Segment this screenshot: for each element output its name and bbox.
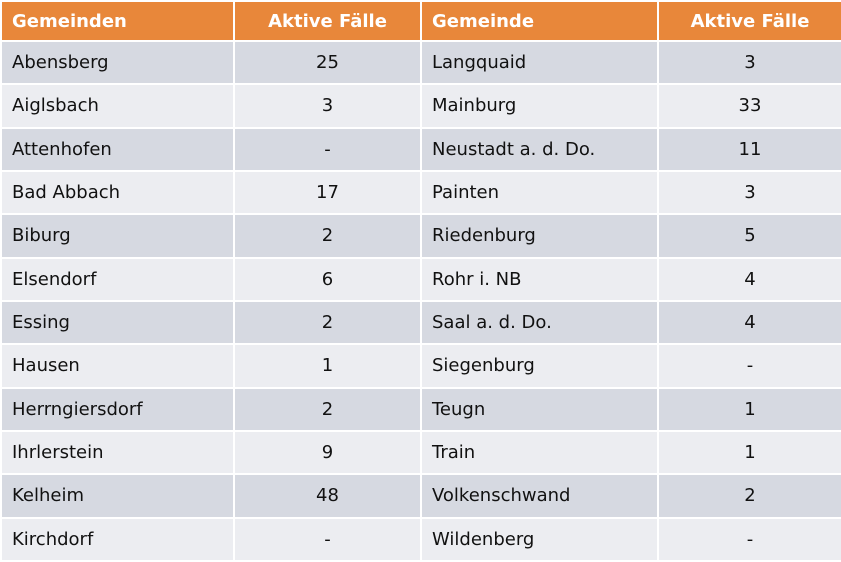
case-count: 25 <box>233 39 422 86</box>
municipality: Riedenburg <box>420 213 659 259</box>
case-count: 3 <box>657 39 841 86</box>
table-row: Attenhofen - Neustadt a. d. Do. 11 <box>0 126 841 172</box>
municipality: Abensberg <box>0 39 235 86</box>
case-count: 2 <box>657 473 841 519</box>
municipality: Train <box>420 429 659 476</box>
municipality: Hausen <box>0 343 235 389</box>
case-count: 1 <box>657 386 841 432</box>
case-count: - <box>657 516 841 562</box>
municipality: Essing <box>0 299 235 346</box>
case-count: 4 <box>657 256 841 302</box>
case-count: 6 <box>233 256 422 302</box>
header-cell: Gemeinden <box>0 0 235 42</box>
municipality: Mainburg <box>420 83 659 129</box>
table-row: Ihrlerstein 9 Train 1 <box>0 429 841 476</box>
table-row: Bad Abbach 17 Painten 3 <box>0 169 841 216</box>
table-row: Essing 2 Saal a. d. Do. 4 <box>0 299 841 346</box>
case-count: - <box>233 516 422 562</box>
municipality: Aiglsbach <box>0 83 235 129</box>
table-row: Aiglsbach 3 Mainburg 33 <box>0 83 841 129</box>
municipality: Ihrlerstein <box>0 429 235 476</box>
municipality: Siegenburg <box>420 343 659 389</box>
municipality: Kelheim <box>0 473 235 519</box>
municipality: Kirchdorf <box>0 516 235 562</box>
table-row: Abensberg 25 Langquaid 3 <box>0 39 841 86</box>
municipality: Attenhofen <box>0 126 235 172</box>
municipality: Neustadt a. d. Do. <box>420 126 659 172</box>
case-count: 17 <box>233 169 422 216</box>
municipality: Biburg <box>0 213 235 259</box>
case-count: 3 <box>233 83 422 129</box>
header-cell: Aktive Fälle <box>233 0 422 42</box>
municipality: Volkenschwand <box>420 473 659 519</box>
table-body: Abensberg 25 Langquaid 3 Aiglsbach 3 Mainburg 3… <box>0 39 841 562</box>
case-count: 48 <box>233 473 422 519</box>
case-count: 11 <box>657 126 841 172</box>
case-count: 1 <box>233 343 422 389</box>
municipality: Elsendorf <box>0 256 235 302</box>
municipality: Saal a. d. Do. <box>420 299 659 346</box>
table-row: Kirchdorf - Wildenberg - <box>0 516 841 562</box>
table-row: Biburg 2 Riedenburg 5 <box>0 213 841 259</box>
case-count: 5 <box>657 213 841 259</box>
table-header: Gemeinden Aktive Fälle Gemeinde Aktive Fäll… <box>0 0 841 42</box>
municipality: Herrngiersdorf <box>0 386 235 432</box>
case-count: - <box>233 126 422 172</box>
case-count: 1 <box>657 429 841 476</box>
header-row: Gemeinden Aktive Fälle Gemeinde Aktive Fäll… <box>0 0 841 42</box>
table-row: Herrngiersdorf 2 Teugn 1 <box>0 386 841 432</box>
municipality: Painten <box>420 169 659 216</box>
municipality: Teugn <box>420 386 659 432</box>
case-count: 33 <box>657 83 841 129</box>
header-cell: Aktive Fälle <box>657 0 841 42</box>
case-count: 9 <box>233 429 422 476</box>
case-count: 4 <box>657 299 841 346</box>
case-count: 2 <box>233 299 422 346</box>
table-row: Hausen 1 Siegenburg - <box>0 343 841 389</box>
case-count: - <box>657 343 841 389</box>
municipality: Wildenberg <box>420 516 659 562</box>
municipality: Bad Abbach <box>0 169 235 216</box>
table-row: Kelheim 48 Volkenschwand 2 <box>0 473 841 519</box>
case-count: 2 <box>233 386 422 432</box>
case-count: 3 <box>657 169 841 216</box>
header-cell: Gemeinde <box>420 0 659 42</box>
table-row: Elsendorf 6 Rohr i. NB 4 <box>0 256 841 302</box>
municipality: Rohr i. NB <box>420 256 659 302</box>
case-count: 2 <box>233 213 422 259</box>
municipality: Langquaid <box>420 39 659 86</box>
